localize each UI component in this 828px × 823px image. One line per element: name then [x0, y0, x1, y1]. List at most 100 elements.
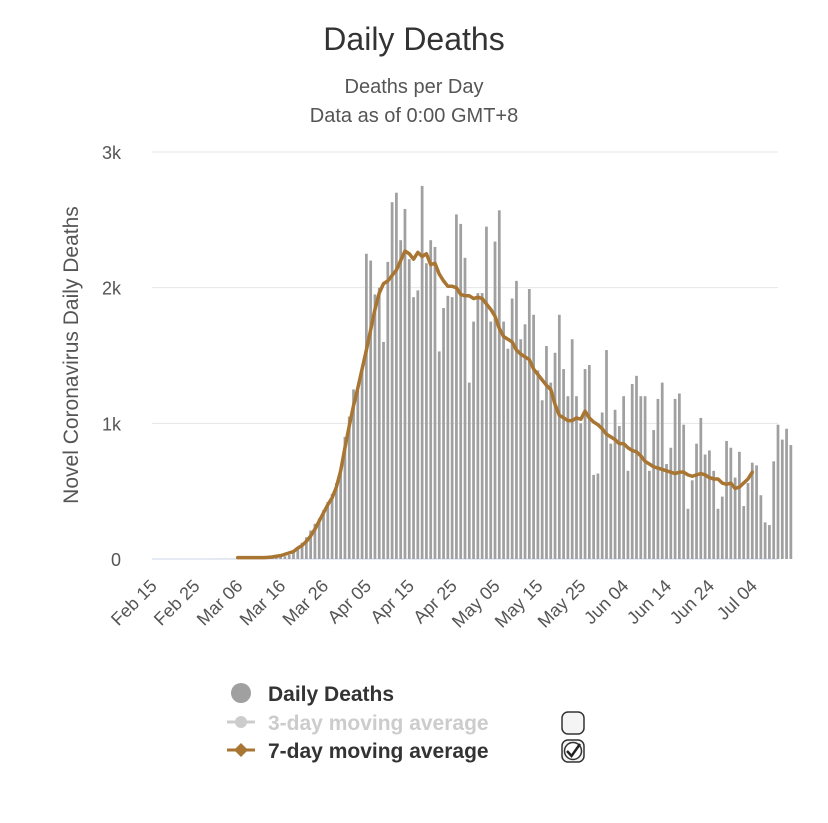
daily-deaths-bar	[425, 263, 428, 559]
legend-item-2[interactable]: 3-day moving average	[227, 711, 585, 735]
daily-deaths-bar	[553, 352, 557, 559]
daily-deaths-bar	[446, 295, 450, 559]
legend-label: 7-day moving average	[268, 740, 489, 763]
checkbox-unchecked-icon[interactable]	[561, 711, 585, 735]
daily-deaths-bar	[566, 396, 570, 559]
daily-deaths-bar	[360, 370, 364, 559]
daily-deaths-bar	[420, 185, 424, 560]
x-tick-label: Jun 14	[623, 576, 675, 628]
x-tick-label: May 25	[534, 576, 590, 632]
daily-deaths-bar	[433, 246, 437, 559]
legend-label: Daily Deaths	[268, 683, 394, 706]
daily-deaths-bar	[609, 443, 613, 559]
daily-deaths-bar	[519, 339, 523, 559]
daily-deaths-bar	[317, 518, 321, 559]
daily-deaths-bar	[343, 436, 347, 559]
moving-average-lines	[236, 249, 755, 560]
daily-deaths-bar	[489, 321, 493, 559]
daily-deaths-bar	[335, 483, 338, 559]
daily-deaths-bar	[485, 226, 488, 559]
daily-deaths-bar	[789, 445, 793, 559]
daily-deaths-bar	[377, 287, 381, 559]
daily-deaths-bar	[416, 290, 420, 559]
daily-deaths-bar	[476, 293, 480, 559]
daily-deaths-bar	[515, 280, 518, 559]
legend-item-3[interactable]: 7-day moving average	[227, 739, 585, 763]
daily-deaths-bar	[274, 557, 278, 559]
daily-deaths-bar	[579, 423, 583, 559]
chart-legend: Daily Deaths 3-day moving average 7-day mo…	[227, 683, 585, 763]
daily-deaths-bar	[480, 293, 484, 559]
daily-deaths-bar	[399, 240, 403, 559]
daily-deaths-bar	[450, 297, 454, 559]
daily-deaths-bar	[712, 470, 716, 559]
legend-circle-icon	[231, 683, 251, 703]
daily-deaths-bar	[716, 508, 720, 559]
x-tick-label: Mar 06	[193, 576, 247, 630]
daily-deaths-bar	[626, 470, 630, 559]
daily-deaths-bar	[442, 308, 445, 559]
daily-deaths-bar	[326, 502, 330, 559]
daily-deaths-bar	[437, 351, 441, 559]
daily-deaths-bar	[455, 214, 458, 559]
daily-deaths-bar	[600, 412, 604, 559]
x-tick-label: Jul 04	[713, 576, 761, 624]
x-tick-label: Apr 05	[324, 576, 376, 628]
daily-deaths-bar	[605, 350, 608, 559]
daily-deaths-bar	[708, 450, 711, 559]
daily-deaths-bar	[497, 210, 501, 559]
daily-deaths-bar	[459, 223, 463, 559]
legend-item-1[interactable]: Daily Deaths	[231, 683, 394, 706]
x-tick-label: Mar 26	[279, 576, 333, 630]
daily-deaths-bar	[699, 417, 703, 559]
daily-deaths-bar	[309, 530, 313, 559]
y-tick-label: 2k	[102, 279, 122, 299]
daily-deaths-bar	[630, 383, 634, 559]
daily-deaths-bar	[703, 454, 707, 559]
daily-deaths-bar	[635, 375, 638, 559]
daily-deaths-bar	[678, 393, 681, 559]
daily-deaths-bar	[365, 253, 368, 559]
daily-deaths-bar	[587, 365, 591, 559]
daily-deaths-bar	[575, 396, 578, 559]
daily-deaths-bar	[322, 510, 325, 559]
daily-deaths-bar	[429, 240, 433, 559]
daily-deaths-bar	[720, 496, 724, 559]
seven-day-average-line	[236, 249, 755, 560]
daily-deaths-bar	[292, 552, 295, 559]
x-tick-label: Apr 15	[366, 576, 418, 628]
daily-deaths-bar	[686, 508, 690, 559]
daily-deaths-bar	[330, 493, 334, 559]
daily-deaths-bar	[592, 474, 595, 559]
checkbox-checked-icon[interactable]	[561, 739, 585, 763]
x-tick-label: Feb 25	[150, 576, 204, 630]
daily-deaths-bar	[339, 472, 343, 559]
daily-deaths-bar	[746, 483, 750, 559]
daily-deaths-bar	[296, 548, 300, 559]
daily-deaths-bar	[523, 324, 527, 559]
daily-deaths-bar	[412, 297, 415, 559]
daily-deaths-bar	[648, 470, 651, 559]
daily-deaths-bar	[643, 396, 647, 559]
daily-deaths-bar	[527, 289, 531, 559]
daily-deaths-bar	[395, 192, 398, 559]
daily-deaths-bar	[467, 382, 471, 559]
daily-deaths-bar	[403, 208, 407, 560]
daily-deaths-bar	[682, 424, 686, 559]
daily-deaths-bar	[673, 398, 677, 559]
check-mark-icon	[566, 743, 582, 758]
legend-diamond-icon	[234, 743, 248, 757]
chart-subtitle-line-1: Deaths per Day	[345, 76, 484, 98]
daily-deaths-bar	[536, 370, 540, 559]
daily-deaths-bar	[725, 440, 728, 559]
daily-deaths-bar	[780, 439, 784, 559]
daily-deaths-bar	[382, 341, 385, 559]
daily-deaths-bar	[407, 259, 411, 559]
daily-deaths-bar	[652, 430, 656, 559]
daily-deaths-bar	[562, 369, 565, 559]
daily-deaths-bar	[695, 443, 698, 559]
daily-deaths-bar	[386, 261, 390, 559]
daily-deaths-bar	[613, 409, 617, 559]
daily-deaths-bar	[665, 464, 668, 559]
